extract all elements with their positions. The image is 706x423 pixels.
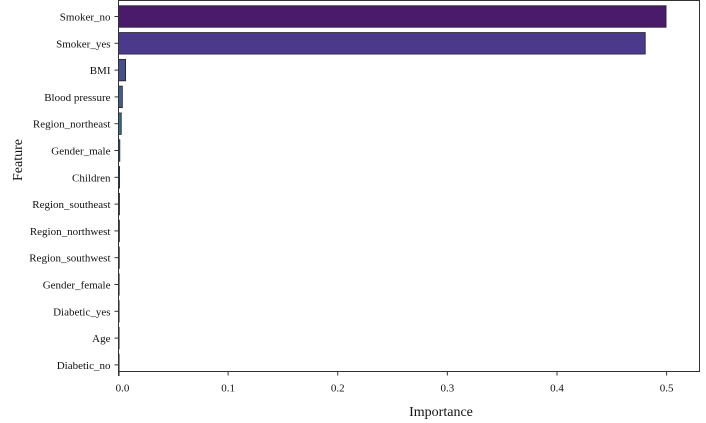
y-tick-label: Diabetic_yes <box>53 306 110 318</box>
x-tick-label: 0.3 <box>440 383 454 395</box>
y-tick-label: Region_northwest <box>30 226 111 238</box>
bar-smoker-no <box>118 5 667 28</box>
y-tick-label: Region_southeast <box>32 199 110 211</box>
y-tick-label: Children <box>72 172 111 184</box>
x-axis-ticks: 0.0 0.1 0.2 0.3 0.4 0.5 <box>116 371 674 395</box>
x-tick-label: 0.5 <box>660 383 674 395</box>
bar-blood-pressure <box>118 85 123 109</box>
y-tick-label: Smoker_no <box>60 12 111 24</box>
bar-bmi <box>118 58 127 82</box>
plot-frame <box>118 0 700 372</box>
y-tick-label: Gender_female <box>43 280 111 292</box>
y-tick-label: Age <box>92 333 110 345</box>
x-tick-label: 0.1 <box>221 383 235 395</box>
y-tick-label: Diabetic_no <box>57 360 111 372</box>
x-tick-label: 0.2 <box>331 383 345 395</box>
y-tick-label: Gender_male <box>51 146 110 158</box>
y-tick-label: Region_southwest <box>29 253 110 265</box>
x-tick-label: 0.0 <box>116 383 130 395</box>
x-tick-label: 0.4 <box>550 383 564 395</box>
y-tick-label: BMI <box>90 65 111 77</box>
x-axis-title: Importance <box>409 405 473 420</box>
y-tick-label: Smoker_yes <box>56 38 110 50</box>
y-tick-labels: Smoker_no Smoker_yes BMI Blood pressure Regi… <box>29 12 119 372</box>
y-tick-label: Region_northeast <box>33 119 111 131</box>
y-tick-label: Blood pressure <box>44 92 110 104</box>
bars-group <box>118 5 667 377</box>
bar-smoker-yes <box>118 32 646 55</box>
y-axis-title: Feature <box>11 139 26 181</box>
